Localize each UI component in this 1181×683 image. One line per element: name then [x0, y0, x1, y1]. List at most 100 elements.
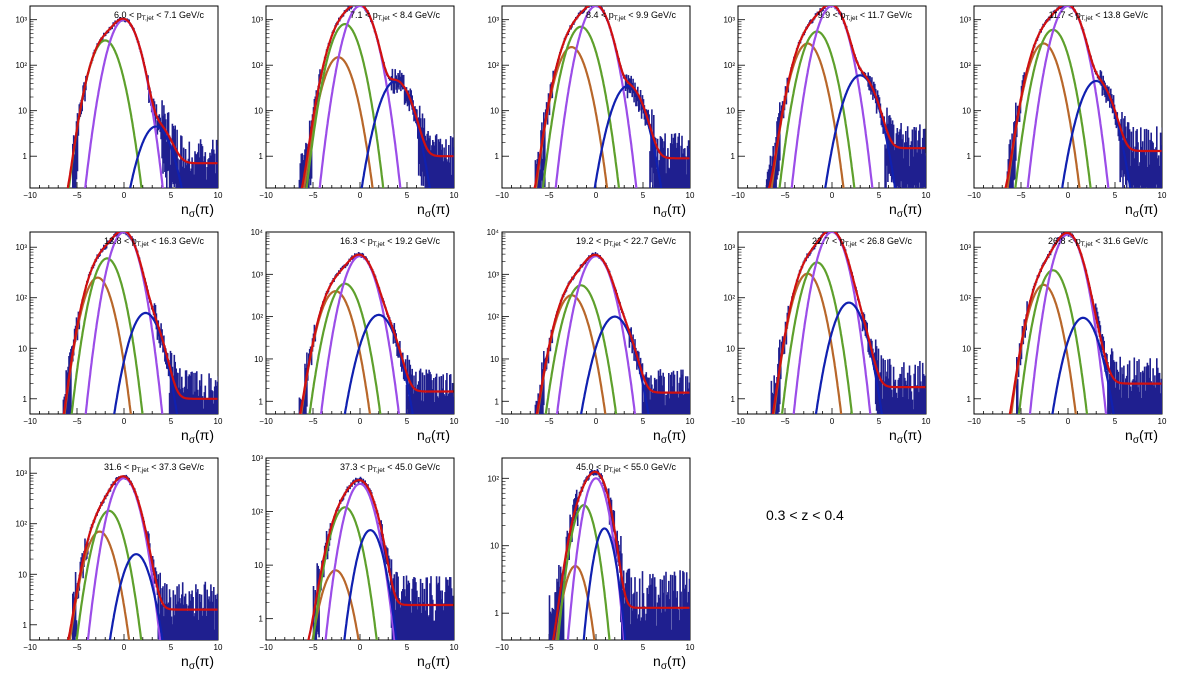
pion-fit-curve — [86, 477, 162, 640]
x-axis-label: nσ(π) — [417, 653, 450, 672]
y-tick-label: 10 — [962, 344, 971, 353]
panel-title: 16.3 < pT,jet < 19.2 GeV/c — [340, 236, 440, 248]
x-tick-label: 0 — [594, 417, 599, 426]
x-tick-label: −10 — [23, 191, 37, 200]
x-tick-label: 0 — [358, 417, 363, 426]
x-tick-label: 10 — [1158, 417, 1167, 426]
chart-svg: −10 −5 0 5 10 1 10 10² 10³ 10⁴ 16.3 < pT,jet < 19.… — [251, 228, 459, 446]
x-tick-label: 5 — [405, 191, 410, 200]
pion-fit-curve — [555, 255, 637, 414]
y-tick-label: 10² — [959, 294, 971, 303]
y-tick-label: 10 — [490, 107, 499, 116]
pion-fit-curve — [1028, 233, 1108, 414]
y-tick-label: 10³ — [959, 16, 971, 25]
x-tick-label: 10 — [686, 643, 695, 652]
x-axis-label: nσ(π) — [181, 427, 214, 446]
x-axis-label: nσ(π) — [653, 427, 686, 446]
x-tick-label: −10 — [259, 191, 273, 200]
x-tick-label: −5 — [72, 643, 82, 652]
chart-panel: −10 −5 0 5 10 1 10 10² 10³ 11.7 < pT,jet < 13.8 G… — [944, 0, 1180, 231]
electron-fit-curve — [108, 553, 164, 640]
data-histogram — [72, 17, 218, 188]
y-tick-label: 1 — [731, 395, 736, 404]
y-tick-label: 10² — [15, 61, 27, 70]
y-tick-label: 10² — [251, 61, 263, 70]
chart-panel: −10 −5 0 5 10 1 10 10² 10³ 7.1 < pT,jet < 8.4 GeV… — [236, 0, 472, 231]
chart-svg: −10 −5 0 5 10 1 10 10² 10³ 9.9 < pT,jet < 11.7 Ge… — [723, 5, 931, 220]
kaon-fit-curve — [541, 25, 621, 188]
y-tick-label: 10³ — [251, 270, 263, 279]
x-tick-label: 0 — [122, 643, 127, 652]
x-tick-label: −10 — [967, 191, 981, 200]
x-tick-label: 10 — [922, 191, 931, 200]
y-tick-label: 10³ — [251, 454, 263, 463]
y-tick-label: 10 — [254, 355, 263, 364]
x-tick-label: 5 — [641, 643, 646, 652]
x-tick-label: −5 — [544, 643, 554, 652]
kaon-fit-curve — [1017, 269, 1089, 414]
x-tick-label: 10 — [686, 191, 695, 200]
x-tick-label: 5 — [405, 643, 410, 652]
panel-title: 37.3 < pT,jet < 45.0 GeV/c — [340, 462, 440, 474]
y-tick-label: 10 — [490, 355, 499, 364]
y-tick-label: 10 — [726, 344, 735, 353]
x-tick-label: 5 — [169, 191, 174, 200]
y-tick-label: 10³ — [959, 243, 971, 252]
y-tick-label: 1 — [259, 615, 264, 624]
x-tick-label: −5 — [308, 643, 318, 652]
y-tick-label: 10² — [487, 474, 499, 483]
y-tick-label: 10³ — [487, 270, 499, 279]
x-tick-label: 10 — [214, 643, 223, 652]
x-tick-label: 10 — [214, 417, 223, 426]
chart-svg: −10 −5 0 5 10 1 10 10² 10³ 26.8 < pT,jet < 31.6 G… — [959, 231, 1167, 446]
x-tick-label: −10 — [731, 417, 745, 426]
pion-fit-curve — [319, 255, 401, 414]
y-tick-label: 1 — [495, 152, 500, 161]
chart-panel: −10 −5 0 5 10 1 10 10² 10³ 10⁴ 19.2 < pT,jet < 22.… — [472, 226, 708, 457]
x-tick-label: 5 — [877, 191, 882, 200]
proton-fit-curve — [311, 569, 360, 640]
chart-svg: −10 −5 0 5 10 1 10 10² 10³ 11.7 < pT,jet < 13.8 G… — [959, 5, 1167, 220]
x-tick-label: 0 — [358, 191, 363, 200]
y-tick-label: 1 — [23, 395, 28, 404]
y-tick-label: 10 — [726, 107, 735, 116]
y-tick-label: 10⁴ — [487, 228, 500, 237]
x-tick-label: −5 — [308, 417, 318, 426]
x-tick-label: −10 — [495, 643, 509, 652]
total-fit-curve — [300, 6, 454, 188]
chart-svg: −10 −5 0 5 10 1 10 10² 10³ 7.1 < pT,jet < 8.4 GeV… — [251, 5, 459, 220]
y-tick-label: 1 — [495, 609, 500, 618]
x-tick-label: 5 — [405, 417, 410, 426]
x-tick-label: −5 — [544, 191, 554, 200]
total-fit-curve — [533, 6, 690, 188]
panel-title: 26.8 < pT,jet < 31.6 GeV/c — [1048, 236, 1148, 248]
pion-fit-curve — [790, 6, 874, 188]
total-fit-curve — [66, 17, 218, 188]
chart-svg: −10 −5 0 5 10 1 10 10² 10³ 8.4 < pT,jet < 9.9 GeV… — [487, 5, 695, 220]
x-tick-label: 10 — [450, 417, 459, 426]
total-fit-curve — [1004, 6, 1162, 188]
electron-fit-curve — [343, 528, 398, 640]
electron-fit-curve — [814, 301, 883, 414]
y-tick-label: 10³ — [723, 243, 735, 252]
panel-title: 9.9 < pT,jet < 11.7 GeV/c — [818, 10, 913, 22]
chart-svg: −10 −5 0 5 10 1 10 10² 45.0 < pT,jet < 55.0 GeV/… — [487, 457, 695, 672]
y-tick-label: 10 — [962, 107, 971, 116]
kaon-fit-curve — [312, 506, 378, 640]
chart-svg: −10 −5 0 5 10 1 10 10² 10³ 10⁴ 19.2 < pT,jet < 22.… — [487, 228, 695, 446]
x-axis-label: nσ(π) — [417, 427, 450, 446]
chart-panel: −10 −5 0 5 10 1 10 10² 10³ 31.6 < pT,jet < 37.3 G… — [0, 452, 236, 683]
y-tick-label: 1 — [495, 397, 500, 406]
x-tick-label: 10 — [922, 417, 931, 426]
total-fit-curve — [62, 232, 218, 414]
chart-panel: −10 −5 0 5 10 1 10 10² 10³ 9.9 < pT,jet < 11.7 Ge… — [708, 0, 944, 231]
x-tick-label: −10 — [495, 191, 509, 200]
y-tick-label: 10⁴ — [251, 228, 264, 237]
chart-svg: −10 −5 0 5 10 1 10 10² 10³ 31.6 < pT,jet < 37.3 G… — [15, 457, 223, 672]
y-tick-label: 10² — [15, 520, 27, 529]
total-fit-curve — [307, 479, 454, 640]
x-axis-label: nσ(π) — [889, 427, 922, 446]
kaon-fit-curve — [75, 509, 143, 640]
y-tick-label: 1 — [967, 152, 972, 161]
y-tick-label: 10² — [959, 61, 971, 70]
